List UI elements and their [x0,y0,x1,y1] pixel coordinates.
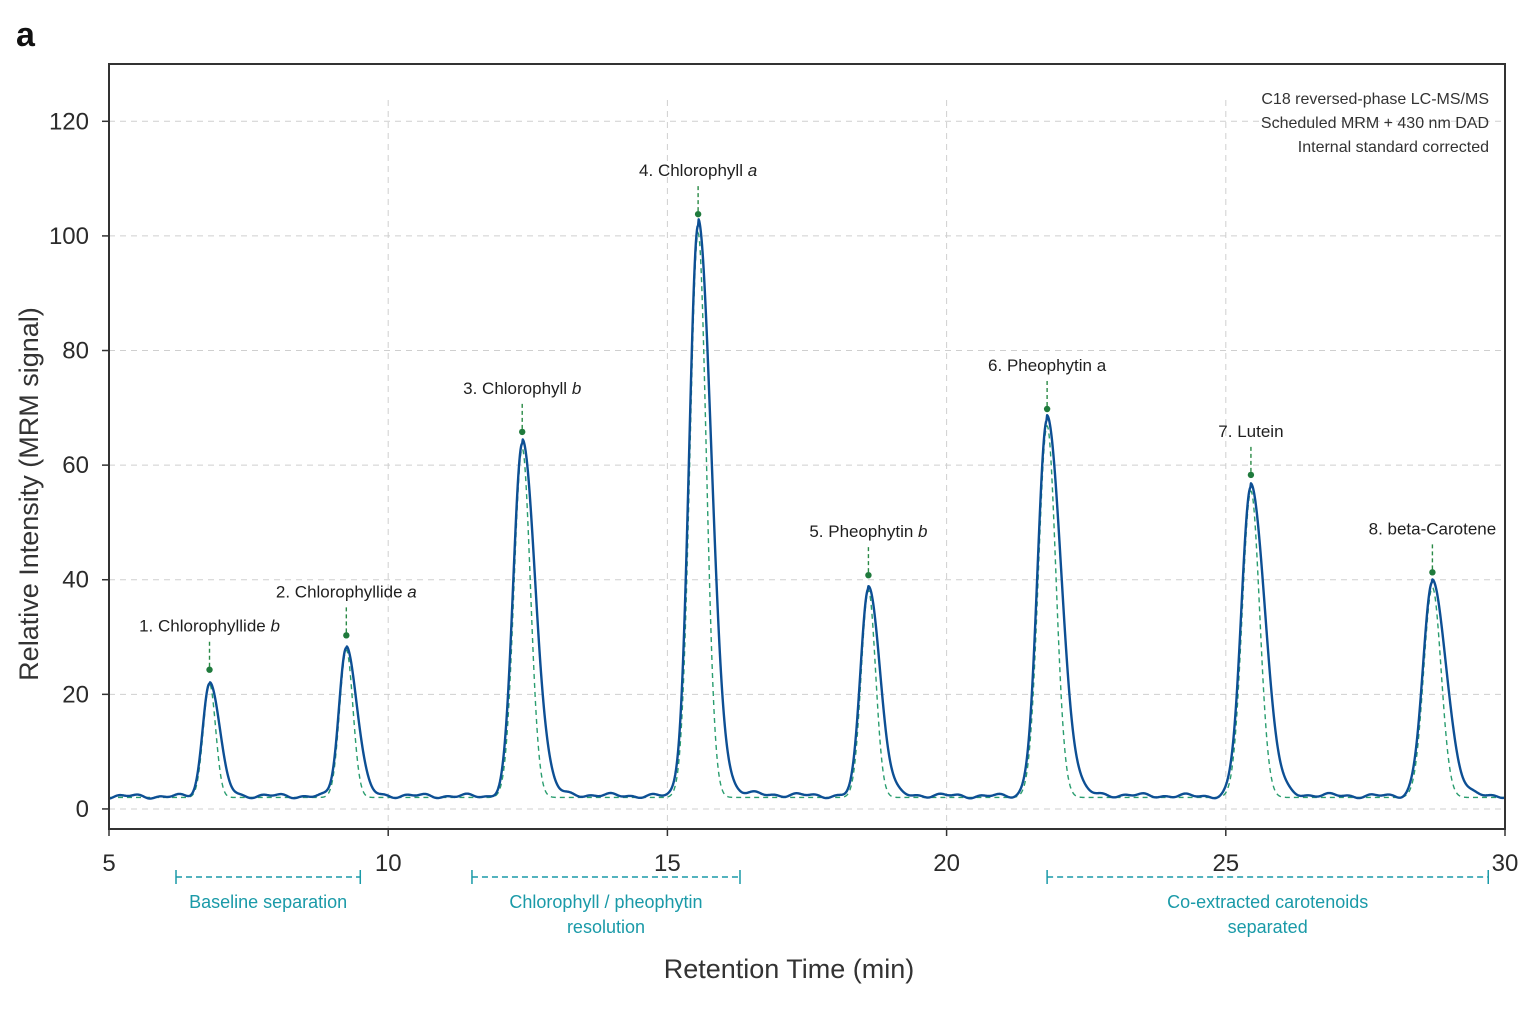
peak-name: Chlorophyll [482,379,567,398]
y-tick-label: 40 [62,567,89,594]
mrm-signal-trace [108,218,1506,800]
range-annotation-2: Chlorophyll / pheophytin resolution [471,870,741,937]
peak-apex-marker [343,632,350,639]
y-axis-title: Relative Intensity (MRM signal) [14,307,44,681]
peak-label: 1. Chlorophyllide b [139,617,280,636]
y-tick-label: 0 [76,796,89,823]
peak-number: 2. [276,582,295,601]
range-annotations: Baseline separation Chlorophyll / pheophy… [175,870,1489,937]
x-tick-label: 20 [933,850,960,877]
peak-number: 8. [1369,519,1388,538]
range-label-line: Baseline separation [189,892,347,912]
peak-name: Chlorophyllide [158,617,266,636]
x-axis-ticks: 5 10 15 20 25 30 [102,829,1518,877]
peak-label: 3. Chlorophyll b [463,379,581,398]
peak-label: 7. Lutein [1218,422,1283,441]
peak-number: 4. [639,161,658,180]
x-tick-label: 5 [102,850,115,877]
range-label-line: resolution [567,917,645,937]
peak-number: 1. [139,617,158,636]
peak-apex-marker [1247,471,1255,479]
peak-label: 4. Chlorophyll a [639,161,757,180]
peak-name-suffix: b [266,617,280,636]
peak-apex-marker [206,666,213,673]
method-annotation-line-1: C18 reversed-phase LC-MS/MS [1261,91,1489,108]
peak-apex-marker [694,210,702,218]
peak-name: beta-Carotene [1388,519,1497,538]
peak-5-annotation: 5. Pheophytin b [809,522,928,579]
peak-name-suffix: b [567,379,581,398]
peak-apex-marker [1043,405,1051,413]
peak-name: Lutein [1237,422,1283,441]
peak-number: 3. [463,379,482,398]
peak-name: Pheophytin [828,522,913,541]
peak-number: 5. [809,522,828,541]
peak-4-annotation: 4. Chlorophyll a [639,161,757,218]
y-tick-label: 20 [62,681,89,708]
peak-label: 5. Pheophytin b [809,522,927,541]
y-tick-label: 100 [49,223,89,250]
peak-name: Pheophytin a [1007,356,1107,375]
x-tick-label: 30 [1492,850,1519,877]
x-axis-title: Retention Time (min) [664,954,915,984]
peak-number: 7. [1218,422,1237,441]
x-tick-label: 10 [375,850,402,877]
method-annotation-line-3: Internal standard corrected [1298,139,1489,156]
method-annotation: C18 reversed-phase LC-MS/MS Scheduled MR… [1261,91,1489,156]
range-label-line: separated [1228,917,1308,937]
y-tick-label: 120 [49,108,89,135]
range-annotation-3: Co-extracted carotenoids separated [1046,870,1489,937]
peak-name-suffix: a [403,582,417,601]
peak-label: 2. Chlorophyllide a [276,582,417,601]
x-tick-label: 25 [1212,850,1239,877]
grid [109,100,1505,829]
peak-number: 6. [988,356,1007,375]
peak-1-annotation: 1. Chlorophyllide b [139,617,280,673]
peak-6-annotation: 6. Pheophytin a [988,356,1107,413]
peak-name-suffix: a [743,161,757,180]
peak-apex-marker [865,571,872,579]
peak-annotations: 1. Chlorophyllide b 2. Chlorophyllide a 3.… [139,161,1496,673]
peak-7-annotation: 7. Lutein [1218,422,1284,479]
plot-frame [108,63,1506,830]
panel-label: a [16,16,36,54]
x-tick-label: 15 [654,850,681,877]
peak-apex-marker [519,428,526,436]
peak-name: Chlorophyll [658,161,743,180]
peak-label: 6. Pheophytin a [988,356,1107,375]
peak-name-suffix: b [913,522,927,541]
range-label-line: Co-extracted carotenoids [1167,892,1368,912]
peak-apex-marker [1429,569,1436,576]
y-tick-label: 60 [62,452,89,479]
peak-name: Chlorophyllide [295,582,403,601]
y-axis-ticks: 0 20 40 60 80 100 120 [49,108,109,823]
dad-430nm-trace [109,231,1505,799]
method-annotation-line-2: Scheduled MRM + 430 nm DAD [1261,115,1489,132]
peak-3-annotation: 3. Chlorophyll b [463,379,581,436]
range-label-line: Chlorophyll / pheophytin [509,892,702,912]
peak-2-annotation: 2. Chlorophyllide a [276,582,417,639]
peak-8-annotation: 8. beta-Carotene [1369,519,1497,576]
range-annotation-1: Baseline separation [175,870,362,912]
y-tick-label: 80 [62,338,89,365]
peak-label: 8. beta-Carotene [1369,519,1497,538]
